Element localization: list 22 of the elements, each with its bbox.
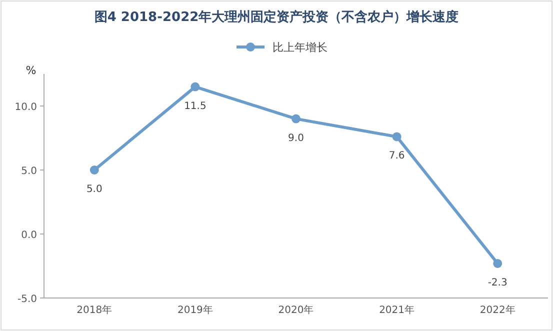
point	[90, 166, 99, 174]
point	[190, 82, 200, 92]
data-label: -2.3	[488, 277, 508, 288]
data-label: 9.0	[288, 132, 304, 144]
y-axis-title: %	[26, 64, 36, 77]
x-tick-label: 2021年	[379, 304, 415, 316]
y-tick-label: -5.0	[17, 294, 37, 305]
legend-label: 比上年增长	[272, 41, 328, 54]
y-tick-label: 0.0	[21, 230, 37, 241]
chart-title: 图4 2018-2022年大理州固定资产投资（不含农户）增长速度	[94, 9, 459, 25]
data-label: 7.6	[388, 150, 405, 162]
y-tick-label: 10.0	[14, 102, 37, 113]
x-tick-label: 2018年	[76, 304, 112, 316]
point	[292, 114, 300, 124]
data-label: 5.0	[86, 184, 102, 195]
y-tick-label: 5.0	[21, 166, 37, 177]
x-tick-label: 2020年	[278, 304, 314, 316]
point	[493, 258, 502, 268]
point	[392, 132, 402, 142]
x-tick-label: 2022年	[480, 304, 516, 316]
x-tick-label: 2019年	[177, 304, 213, 316]
data-label: 11.5	[184, 100, 206, 112]
